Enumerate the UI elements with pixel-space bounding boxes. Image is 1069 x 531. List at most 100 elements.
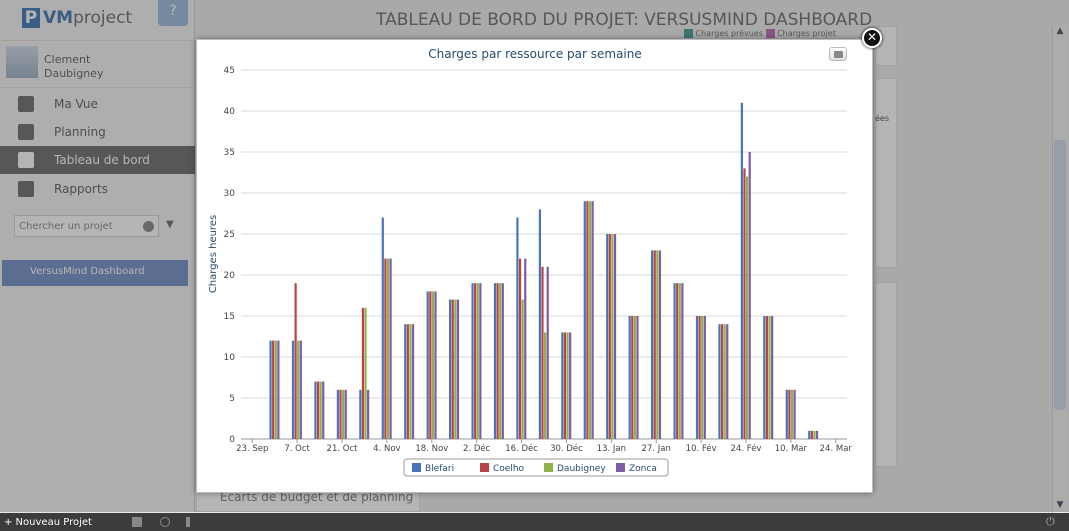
- new-project-button[interactable]: + Nouveau Projet: [4, 516, 92, 528]
- project-search-input[interactable]: [15, 216, 135, 236]
- bar-daubigney[interactable]: [409, 324, 412, 439]
- bar-blefari[interactable]: [695, 316, 699, 439]
- bar-coelho[interactable]: [518, 258, 522, 439]
- bar-zonca[interactable]: [479, 283, 482, 439]
- bar-zonca[interactable]: [322, 381, 325, 439]
- bar-blefari[interactable]: [651, 250, 654, 439]
- bar-zonca[interactable]: [411, 324, 415, 439]
- bar-zonca[interactable]: [815, 430, 819, 439]
- nav-item-ma-vue[interactable]: Ma Vue: [0, 90, 195, 118]
- bar-zonca[interactable]: [613, 234, 617, 439]
- bar-blefari[interactable]: [785, 389, 788, 439]
- bar-coelho[interactable]: [586, 201, 589, 439]
- bar-zonca[interactable]: [703, 316, 706, 439]
- nav-item-planning[interactable]: Planning: [0, 118, 195, 146]
- bar-coelho[interactable]: [541, 266, 544, 439]
- search-icon[interactable]: [160, 517, 170, 527]
- bar-daubigney[interactable]: [499, 283, 502, 439]
- bar-coelho[interactable]: [765, 316, 769, 439]
- bar-zonca[interactable]: [681, 283, 684, 439]
- bar-zonca[interactable]: [434, 291, 437, 439]
- bar-blefari[interactable]: [763, 316, 766, 439]
- nav-item-rapports[interactable]: Rapports: [0, 175, 195, 203]
- bar-daubigney[interactable]: [319, 381, 322, 439]
- bar-coelho[interactable]: [384, 258, 387, 439]
- bar-daubigney[interactable]: [633, 316, 636, 439]
- bar-zonca[interactable]: [367, 389, 370, 439]
- bar-zonca[interactable]: [546, 266, 549, 439]
- bar-coelho[interactable]: [563, 332, 567, 439]
- bar-coelho[interactable]: [294, 283, 297, 439]
- bar-daubigney[interactable]: [342, 389, 345, 439]
- bar-coelho[interactable]: [496, 283, 499, 439]
- bar-zonca[interactable]: [748, 152, 751, 439]
- bar-coelho[interactable]: [676, 283, 679, 439]
- bar-zonca[interactable]: [793, 389, 796, 439]
- bar-blefari[interactable]: [808, 430, 811, 439]
- bar-daubigney[interactable]: [611, 234, 614, 439]
- bar-coelho[interactable]: [608, 234, 611, 439]
- bar-daubigney[interactable]: [386, 258, 390, 439]
- bar-zonca[interactable]: [389, 258, 392, 439]
- bar-daubigney[interactable]: [678, 283, 681, 439]
- bar-daubigney[interactable]: [768, 316, 771, 439]
- bar-zonca[interactable]: [658, 250, 662, 439]
- bar-blefari[interactable]: [471, 283, 474, 439]
- bar-daubigney[interactable]: [723, 324, 726, 439]
- app-logo[interactable]: P VMproject: [22, 8, 132, 28]
- help-tab[interactable]: ?: [158, 0, 188, 26]
- bar-coelho[interactable]: [743, 168, 746, 439]
- bar-daubigney[interactable]: [746, 176, 749, 439]
- print-button[interactable]: [829, 47, 847, 61]
- bar-zonca[interactable]: [569, 332, 572, 439]
- bar-zonca[interactable]: [277, 340, 280, 439]
- legend-label[interactable]: Coelho: [493, 464, 525, 474]
- bar-blefari[interactable]: [404, 324, 407, 439]
- close-modal-button[interactable]: ✕: [862, 28, 882, 48]
- bar-zonca[interactable]: [501, 283, 504, 439]
- bar-blefari[interactable]: [449, 299, 452, 439]
- bar-blefari[interactable]: [314, 381, 317, 439]
- bar-blefari[interactable]: [516, 217, 519, 439]
- bar-coelho[interactable]: [631, 316, 634, 439]
- folder-icon[interactable]: [132, 517, 142, 527]
- sidebar-project-item[interactable]: VersusMind Dashboard: [2, 260, 188, 286]
- bar-daubigney[interactable]: [274, 340, 277, 439]
- chevron-down-icon[interactable]: ▼: [166, 219, 174, 230]
- bar-coelho[interactable]: [429, 291, 432, 439]
- bar-coelho[interactable]: [788, 389, 791, 439]
- bar-zonca[interactable]: [456, 299, 460, 439]
- wrench-icon[interactable]: [186, 517, 190, 527]
- legend-label[interactable]: Zonca: [629, 464, 657, 474]
- bar-daubigney[interactable]: [813, 430, 816, 439]
- bar-daubigney[interactable]: [454, 299, 457, 439]
- bar-zonca[interactable]: [771, 316, 774, 439]
- nav-item-tableau-de-bord[interactable]: Tableau de bord: [0, 146, 195, 174]
- bar-coelho[interactable]: [406, 324, 409, 439]
- bar-blefari[interactable]: [493, 283, 497, 439]
- power-icon[interactable]: ⏻: [1046, 515, 1055, 528]
- bar-coelho[interactable]: [810, 430, 813, 439]
- bar-blefari[interactable]: [381, 217, 384, 439]
- legend-label[interactable]: Blefari: [425, 464, 454, 474]
- bar-coelho[interactable]: [316, 381, 320, 439]
- bar-daubigney[interactable]: [431, 291, 434, 439]
- bar-daubigney[interactable]: [656, 250, 659, 439]
- bar-blefari[interactable]: [606, 234, 609, 439]
- bar-daubigney[interactable]: [544, 332, 547, 439]
- bar-blefari[interactable]: [718, 324, 721, 439]
- bar-zonca[interactable]: [299, 340, 302, 439]
- bar-coelho[interactable]: [720, 324, 724, 439]
- bar-blefari[interactable]: [359, 389, 362, 439]
- bar-daubigney[interactable]: [588, 201, 592, 439]
- bar-coelho[interactable]: [698, 316, 701, 439]
- bar-daubigney[interactable]: [701, 316, 704, 439]
- bar-zonca[interactable]: [636, 316, 639, 439]
- bar-blefari[interactable]: [426, 291, 429, 439]
- bar-zonca[interactable]: [726, 324, 729, 439]
- bar-blefari[interactable]: [583, 201, 586, 439]
- bar-daubigney[interactable]: [790, 389, 794, 439]
- bar-blefari[interactable]: [291, 340, 295, 439]
- bar-daubigney[interactable]: [566, 332, 569, 439]
- bar-coelho[interactable]: [474, 283, 477, 439]
